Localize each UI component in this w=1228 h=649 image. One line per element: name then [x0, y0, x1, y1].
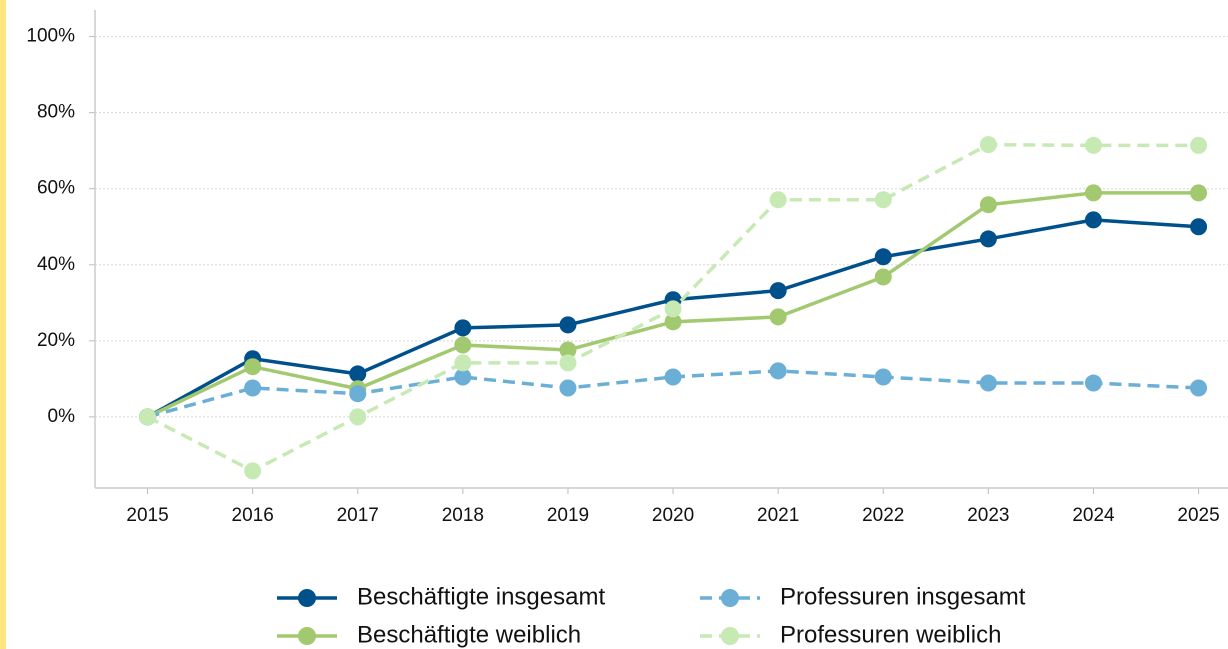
- point: [454, 319, 472, 337]
- point: [874, 268, 892, 286]
- point: [874, 368, 892, 386]
- legend-label: Beschäftigte insgesamt: [357, 583, 605, 610]
- point: [244, 379, 262, 397]
- point: [1190, 218, 1208, 236]
- point: [769, 308, 787, 326]
- legend: Beschäftigte insgesamt Beschäftigte weibl…: [277, 583, 1026, 648]
- point: [139, 408, 157, 426]
- legend-marker: [298, 627, 316, 645]
- point: [1190, 184, 1208, 202]
- x-tick-label: 2015: [126, 505, 168, 526]
- point: [349, 408, 367, 426]
- legend-label: Professuren insgesamt: [780, 583, 1026, 610]
- y-tick-label: 0%: [48, 406, 76, 427]
- point: [559, 379, 577, 397]
- y-tick-label: 80%: [37, 102, 75, 123]
- legend-label: Beschäftigte weiblich: [357, 621, 581, 648]
- point: [979, 230, 997, 248]
- x-tick-label: 2016: [232, 505, 274, 526]
- point: [1084, 184, 1102, 202]
- x-tick-label: 2025: [1177, 505, 1219, 526]
- point: [664, 368, 682, 386]
- point: [874, 248, 892, 266]
- point: [664, 313, 682, 331]
- point: [1190, 136, 1208, 154]
- point: [769, 191, 787, 209]
- point: [454, 368, 472, 386]
- point: [559, 316, 577, 334]
- legend-marker: [298, 589, 316, 607]
- x-tick-label: 2021: [757, 505, 799, 526]
- point: [244, 462, 262, 480]
- x-tick-label: 2017: [337, 505, 379, 526]
- point: [244, 358, 262, 376]
- legend-marker: [721, 589, 739, 607]
- y-tick-label: 40%: [37, 254, 75, 275]
- point: [874, 191, 892, 209]
- point: [349, 365, 367, 383]
- point: [349, 385, 367, 403]
- point: [1190, 379, 1208, 397]
- y-tick-label: 60%: [37, 178, 75, 199]
- point: [1084, 374, 1102, 392]
- y-tick-label: 100%: [26, 26, 75, 47]
- x-tick-label: 2020: [652, 505, 694, 526]
- x-tick-label: 2022: [862, 505, 904, 526]
- point: [454, 336, 472, 354]
- point: [1084, 136, 1102, 154]
- point: [979, 196, 997, 214]
- point: [454, 354, 472, 372]
- legend-label: Professuren weiblich: [780, 621, 1001, 648]
- point: [559, 341, 577, 359]
- point: [664, 300, 682, 318]
- point: [1084, 211, 1102, 229]
- x-tick-label: 2023: [967, 505, 1009, 526]
- point: [769, 362, 787, 380]
- x-tick-label: 2018: [442, 505, 484, 526]
- plot-area: 0% 20% 40% 60% 80% 100% 2015 2016 2017 2018 2019 20…: [26, 10, 1228, 526]
- legend-marker: [721, 627, 739, 645]
- y-tick-label: 20%: [37, 330, 75, 351]
- point: [979, 374, 997, 392]
- side-accent: [0, 0, 6, 649]
- point: [979, 136, 997, 154]
- x-tick-label: 2019: [547, 505, 589, 526]
- x-tick-label: 2024: [1072, 505, 1115, 526]
- point: [769, 282, 787, 300]
- point: [559, 354, 577, 372]
